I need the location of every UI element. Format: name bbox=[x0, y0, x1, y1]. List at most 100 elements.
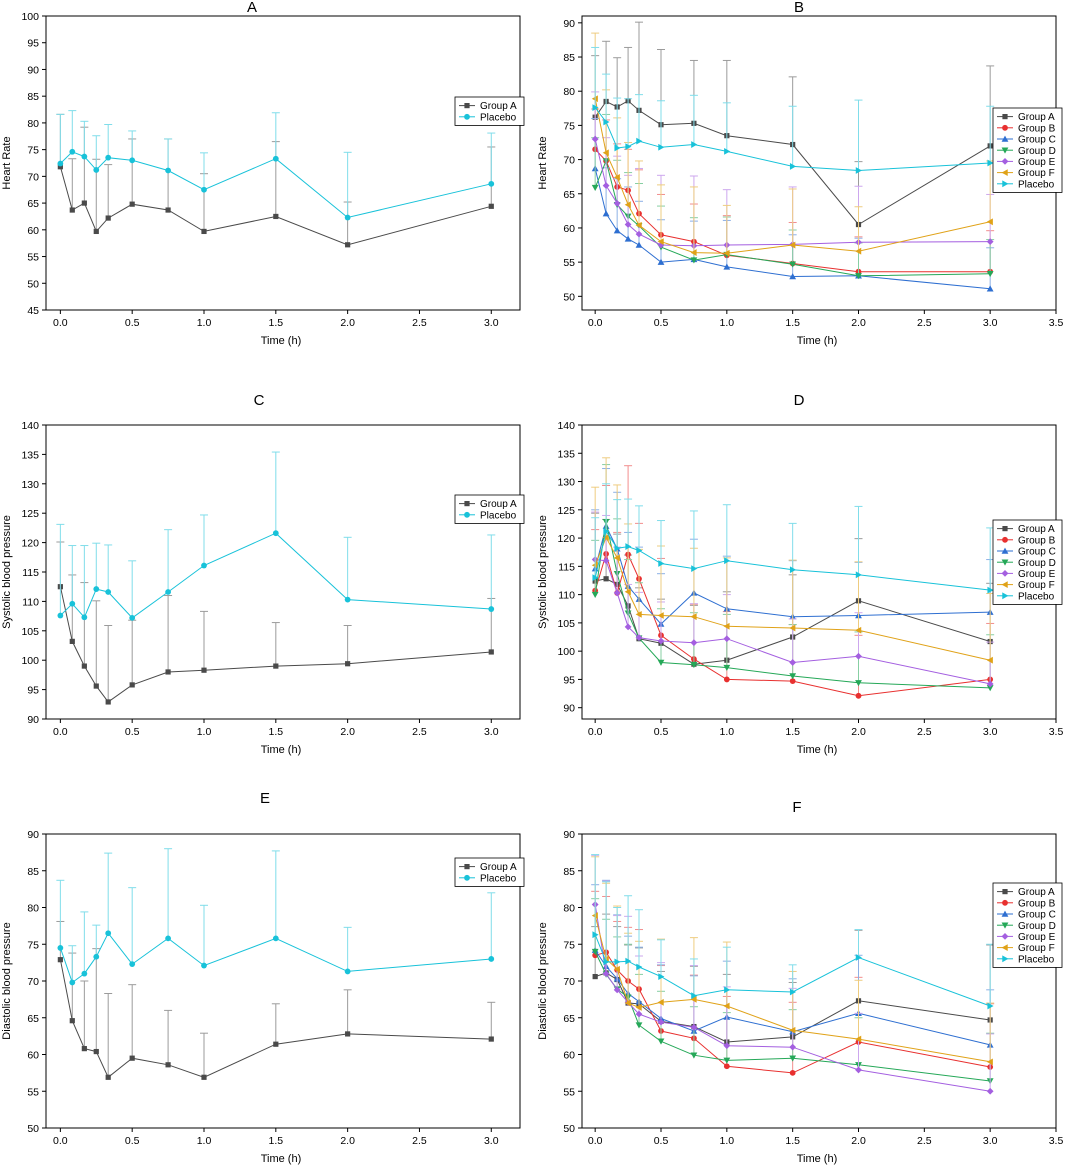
x-tick-label: 2.5 bbox=[917, 1135, 932, 1147]
legend-label: Group A bbox=[1018, 887, 1055, 898]
legend-marker bbox=[1002, 180, 1009, 188]
x-tick-label: 2.5 bbox=[917, 726, 932, 738]
y-tick-label: 90 bbox=[27, 829, 39, 841]
y-axis-label: Systolic blood pressure bbox=[537, 515, 549, 629]
data-point bbox=[105, 699, 111, 705]
y-tick-label: 90 bbox=[563, 829, 575, 841]
data-point bbox=[273, 1041, 279, 1047]
chart-title: E bbox=[260, 790, 270, 807]
y-tick-label: 90 bbox=[27, 714, 39, 726]
data-point bbox=[81, 200, 87, 206]
data-point bbox=[690, 662, 698, 669]
legend-label: Group E bbox=[1018, 157, 1056, 168]
data-point bbox=[129, 201, 135, 207]
x-tick-label: 2.5 bbox=[412, 1135, 427, 1147]
x-tick-label: 1.0 bbox=[197, 317, 212, 329]
series-placebo bbox=[591, 854, 995, 1010]
x-tick-label: 0.5 bbox=[654, 317, 669, 329]
legend-marker bbox=[464, 864, 470, 870]
legend-label: Placebo bbox=[1018, 179, 1055, 190]
y-tick-label: 90 bbox=[27, 64, 39, 76]
data-point bbox=[57, 612, 64, 619]
y-tick-label: 55 bbox=[27, 1086, 39, 1098]
data-point bbox=[613, 227, 621, 234]
x-tick-label: 1.0 bbox=[197, 1135, 212, 1147]
x-tick-label: 0.5 bbox=[125, 726, 140, 738]
series-group-a bbox=[56, 541, 496, 705]
data-point bbox=[855, 692, 862, 699]
x-tick-label: 3.5 bbox=[1049, 317, 1064, 329]
legend-marker bbox=[1002, 899, 1008, 906]
data-point bbox=[81, 663, 87, 669]
data-point bbox=[603, 958, 610, 966]
legend-label: Placebo bbox=[480, 873, 517, 884]
data-point bbox=[201, 667, 207, 673]
data-point bbox=[723, 664, 731, 671]
legend-marker bbox=[1001, 933, 1009, 940]
data-point bbox=[344, 214, 351, 221]
data-point bbox=[165, 167, 171, 174]
data-point bbox=[344, 596, 351, 603]
x-axis-label: Time (h) bbox=[261, 744, 302, 756]
data-point bbox=[723, 622, 730, 630]
x-axis-label: Time (h) bbox=[261, 1153, 302, 1165]
legend-marker bbox=[1001, 547, 1009, 554]
data-point bbox=[635, 611, 642, 618]
y-tick-label: 100 bbox=[21, 655, 39, 667]
data-point bbox=[81, 153, 88, 160]
x-tick-label: 0.0 bbox=[588, 1135, 603, 1147]
chart-title: A bbox=[247, 0, 257, 16]
data-point bbox=[657, 258, 665, 265]
data-point bbox=[723, 249, 730, 257]
chart-title: C bbox=[254, 392, 265, 409]
y-tick-label: 125 bbox=[557, 505, 575, 517]
data-point bbox=[789, 673, 797, 680]
data-point bbox=[344, 968, 351, 975]
data-point bbox=[272, 530, 279, 537]
y-tick-label: 60 bbox=[27, 1050, 39, 1062]
y-tick-label: 110 bbox=[22, 596, 39, 608]
data-point bbox=[614, 544, 621, 552]
data-point bbox=[201, 1074, 207, 1080]
legend-marker bbox=[1002, 526, 1008, 532]
y-tick-label: 65 bbox=[563, 1013, 575, 1025]
series-placebo bbox=[56, 110, 496, 221]
data-point bbox=[613, 589, 621, 597]
data-point bbox=[69, 207, 75, 213]
data-point bbox=[789, 1026, 796, 1034]
legend-label: Group E bbox=[1018, 932, 1056, 943]
y-tick-label: 65 bbox=[563, 189, 575, 201]
data-point bbox=[69, 1018, 75, 1024]
data-point bbox=[105, 154, 112, 161]
y-tick-label: 135 bbox=[21, 449, 39, 461]
data-point bbox=[69, 979, 76, 986]
data-point bbox=[69, 600, 76, 607]
data-point bbox=[624, 588, 631, 596]
chart-panel-b: B 0.0 0.5 1.0 1.5 2.0 2.5 3.0 3.5 50 55 60 65 70 75 80 8… bbox=[537, 0, 1063, 347]
y-axis-label: Systolic blood pressure bbox=[1, 515, 13, 629]
series-placebo bbox=[56, 848, 496, 986]
x-tick-label: 1.5 bbox=[269, 317, 284, 329]
legend-marker bbox=[1002, 955, 1009, 963]
y-axis-label: Diastolic blood pressure bbox=[537, 922, 549, 1039]
x-tick-label: 3.5 bbox=[1049, 726, 1064, 738]
data-point bbox=[789, 163, 797, 170]
y-tick-label: 95 bbox=[563, 674, 575, 686]
data-point bbox=[624, 999, 631, 1007]
y-tick-label: 120 bbox=[21, 538, 39, 550]
data-point bbox=[81, 970, 88, 977]
data-point bbox=[624, 201, 631, 209]
y-tick-label: 75 bbox=[27, 939, 39, 951]
data-point bbox=[657, 1018, 665, 1026]
x-tick-label: 2.0 bbox=[851, 317, 866, 329]
data-point bbox=[986, 271, 994, 278]
x-tick-label: 2.5 bbox=[917, 317, 932, 329]
legend-label: Placebo bbox=[1018, 954, 1055, 965]
x-tick-label: 2.0 bbox=[851, 1135, 866, 1147]
legend-marker bbox=[1002, 536, 1008, 543]
data-point bbox=[613, 199, 621, 207]
y-tick-label: 45 bbox=[27, 305, 39, 317]
data-point bbox=[57, 160, 64, 167]
